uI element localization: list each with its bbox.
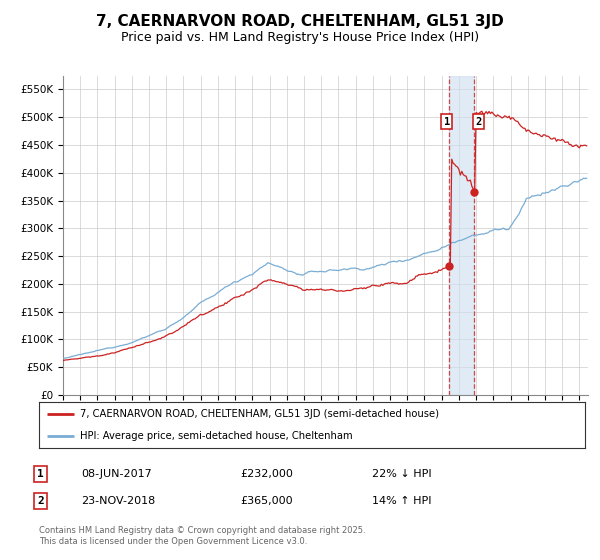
Text: HPI: Average price, semi-detached house, Cheltenham: HPI: Average price, semi-detached house,… [80,431,353,441]
Text: 23-NOV-2018: 23-NOV-2018 [81,496,155,506]
Text: 2: 2 [37,496,44,506]
Bar [449,76,475,395]
Text: Price paid vs. HM Land Registry's House Price Index (HPI): Price paid vs. HM Land Registry's House … [121,31,479,44]
Text: 22% ↓ HPI: 22% ↓ HPI [372,469,431,479]
Text: Contains HM Land Registry data © Crown copyright and database right 2025.
This d: Contains HM Land Registry data © Crown c… [39,526,365,546]
Text: 08-JUN-2017: 08-JUN-2017 [81,469,152,479]
Text: £232,000: £232,000 [240,469,293,479]
Text: 2: 2 [476,117,482,127]
Text: 1: 1 [443,117,450,127]
Text: £365,000: £365,000 [240,496,293,506]
Text: 7, CAERNARVON ROAD, CHELTENHAM, GL51 3JD (semi-detached house): 7, CAERNARVON ROAD, CHELTENHAM, GL51 3JD… [80,409,439,419]
Text: 1: 1 [37,469,44,479]
Text: 7, CAERNARVON ROAD, CHELTENHAM, GL51 3JD: 7, CAERNARVON ROAD, CHELTENHAM, GL51 3JD [96,14,504,29]
Text: 14% ↑ HPI: 14% ↑ HPI [372,496,431,506]
